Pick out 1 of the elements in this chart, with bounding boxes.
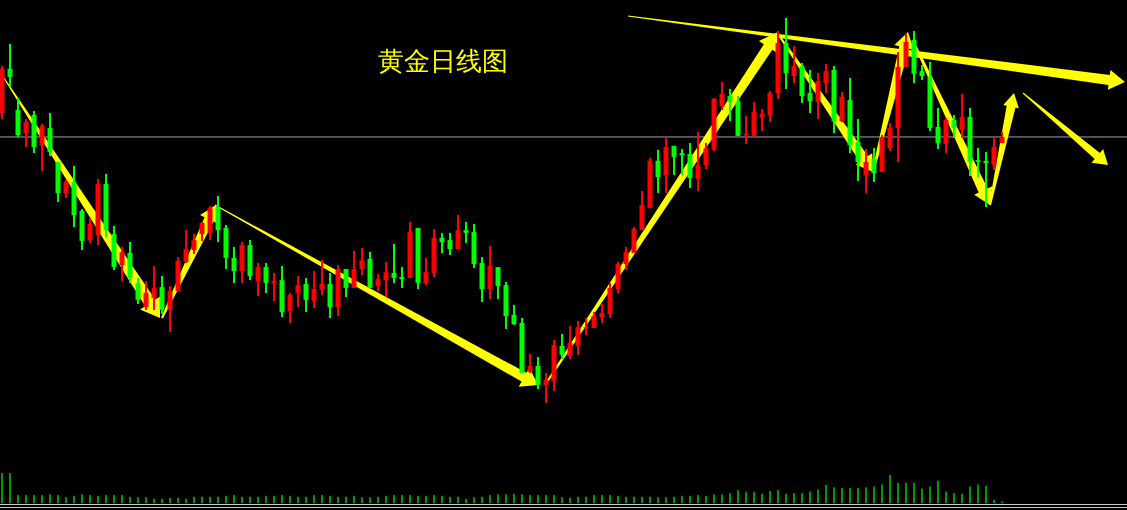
text: 黄金日线图: [378, 46, 508, 76]
